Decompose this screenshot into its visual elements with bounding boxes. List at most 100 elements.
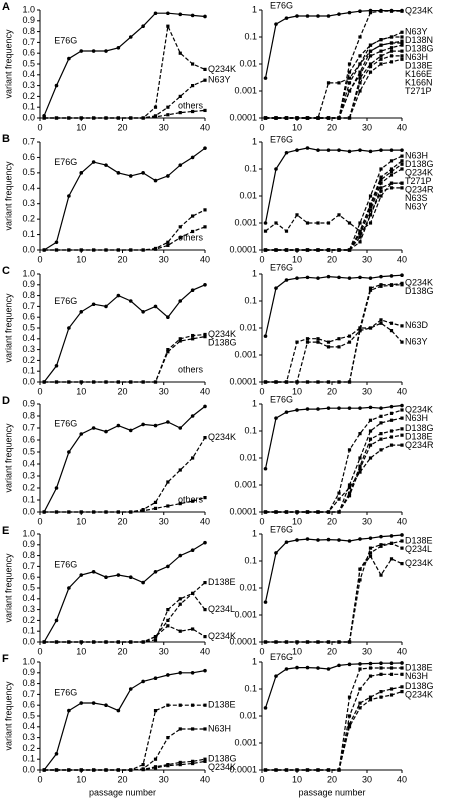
series-label: E76G [270, 394, 293, 404]
point [316, 221, 320, 225]
point [203, 608, 207, 612]
series-label: N63Y [405, 27, 428, 37]
series-line [265, 409, 403, 513]
point [316, 510, 320, 514]
point [129, 640, 133, 644]
point [203, 14, 207, 19]
point [284, 640, 289, 644]
point [104, 304, 108, 309]
point [153, 500, 158, 504]
point [368, 456, 373, 460]
point [389, 159, 394, 163]
point [178, 111, 182, 115]
series-line [265, 540, 403, 643]
y-tick-label: 0.01 [239, 582, 257, 592]
x-tick-label: 10 [292, 646, 302, 656]
point [203, 757, 207, 761]
panel-letter: F [2, 653, 9, 665]
point [326, 81, 331, 85]
point [347, 10, 352, 15]
point [379, 421, 383, 425]
x-tick-label: 10 [76, 516, 86, 526]
point [54, 618, 59, 623]
point [42, 640, 46, 644]
point [379, 448, 383, 452]
y-tick-label: 0.8 [22, 550, 35, 560]
point [203, 703, 207, 707]
point [358, 89, 362, 93]
series-line [265, 182, 402, 232]
x-tick-label: 10 [76, 254, 86, 264]
point [347, 640, 352, 644]
point [400, 562, 404, 566]
point [400, 9, 404, 13]
series-label: T271P [405, 176, 432, 186]
point [166, 736, 170, 740]
y-axis-label: variant frequency [3, 553, 13, 623]
point [358, 221, 362, 225]
y-tick-label: 1 [252, 398, 257, 408]
point [274, 248, 278, 252]
point [54, 768, 59, 772]
point [379, 54, 383, 58]
series-label: D138G [405, 44, 434, 54]
x-tick-label: 30 [362, 254, 372, 264]
point [166, 703, 170, 707]
y-axis-label: variant frequency [3, 423, 13, 493]
point [178, 12, 183, 17]
x-tick-label: 40 [200, 646, 210, 656]
y-tick-label: 0.4 [22, 183, 35, 193]
series-label: Q234R [405, 184, 434, 194]
x-tick-label: 30 [362, 646, 372, 656]
point [347, 89, 352, 93]
point [67, 640, 71, 644]
point [191, 109, 195, 114]
point [274, 380, 278, 384]
x-tick-label: 10 [292, 254, 302, 264]
x-tick-label: 40 [397, 386, 407, 396]
series-line [265, 673, 402, 771]
point [153, 676, 158, 680]
point [368, 286, 373, 290]
point [203, 208, 207, 212]
point [347, 406, 352, 410]
point [316, 640, 320, 644]
x-tick-label: 20 [117, 516, 127, 526]
point [166, 504, 170, 508]
point [153, 635, 158, 639]
series-label: D138G [405, 423, 434, 433]
point [358, 232, 362, 236]
point [178, 760, 182, 765]
point [79, 310, 84, 314]
point [91, 426, 96, 430]
point [203, 146, 207, 150]
point [284, 410, 289, 414]
series-label: E76G [270, 263, 293, 273]
point [42, 380, 46, 384]
point [178, 299, 183, 303]
point [203, 108, 207, 113]
point [305, 221, 310, 225]
point [203, 727, 207, 731]
point [337, 406, 341, 410]
point [379, 690, 383, 694]
point [358, 456, 362, 460]
y-tick-label: 0.4 [22, 333, 35, 343]
point [379, 148, 383, 152]
point [178, 671, 183, 675]
point [191, 456, 195, 460]
point [203, 436, 207, 440]
x-tick-label: 40 [397, 122, 407, 132]
y-tick-label: 0.1 [244, 425, 257, 435]
point [358, 62, 362, 66]
point [326, 221, 331, 225]
series-label: D138E [405, 61, 433, 71]
point [54, 240, 59, 245]
series-line [44, 336, 206, 383]
y-tick-label: 0.0001 [229, 376, 257, 386]
series-label: N63H [405, 150, 428, 160]
x-tick-label: 40 [397, 646, 407, 656]
point [92, 768, 96, 772]
point [347, 662, 352, 667]
point [54, 364, 59, 368]
